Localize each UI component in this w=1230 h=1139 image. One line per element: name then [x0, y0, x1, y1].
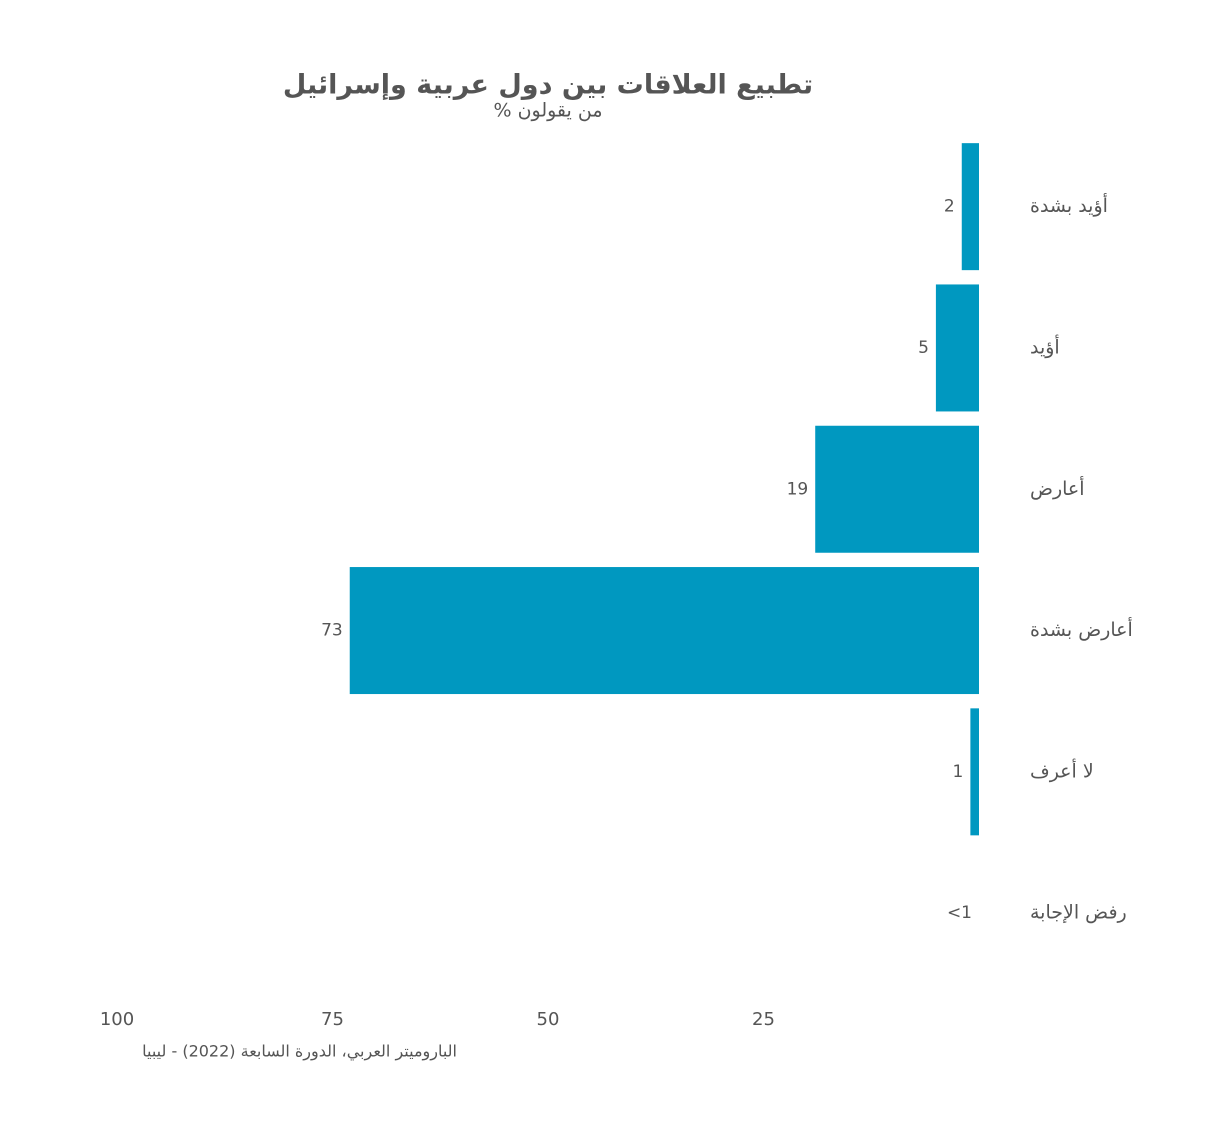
bar: [961, 143, 979, 271]
value-label: 73: [321, 621, 343, 641]
chart-title: تطبيع العلاقات بين دول عربية وإسرائيل: [283, 70, 813, 101]
value-label: 19: [787, 479, 809, 499]
category-label: لا أعرف: [1030, 758, 1094, 782]
value-label: <1: [947, 903, 972, 923]
x-tick-label: 25: [752, 1009, 775, 1030]
bar: [935, 284, 979, 412]
chart-subtitle: % من يقولون: [493, 100, 602, 122]
category-label: أعارض بشدة: [1030, 617, 1133, 641]
bar: [349, 567, 979, 695]
value-label: 5: [918, 338, 929, 358]
x-tick-label: 50: [537, 1009, 560, 1030]
category-label: أعارض: [1030, 476, 1085, 500]
x-tick-label: 100: [100, 1009, 134, 1030]
category-label: أؤيد: [1030, 334, 1060, 358]
value-label: 2: [944, 197, 955, 217]
bar: [815, 425, 979, 553]
category-label: أؤيد بشدة: [1030, 193, 1108, 217]
category-label: رفض الإجابة: [1030, 902, 1127, 924]
bar: [970, 708, 979, 836]
value-label: 1: [953, 762, 964, 782]
x-tick-label: 75: [321, 1009, 344, 1030]
source-note: الباروميتر العربي، الدورة السابعة (2022)…: [142, 1042, 457, 1062]
